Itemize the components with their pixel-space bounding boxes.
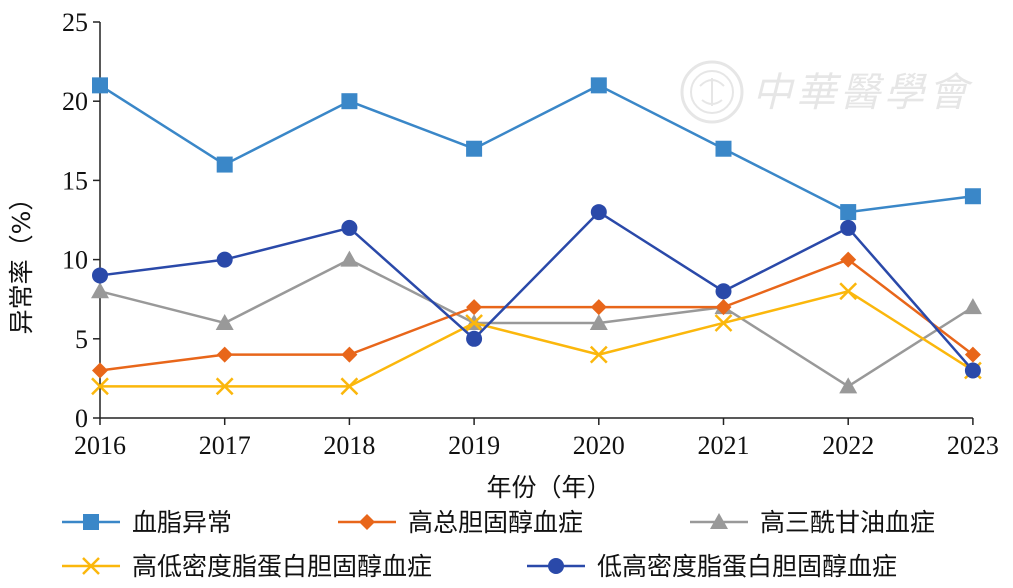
data-point — [840, 251, 857, 268]
y-tick-label: 15 — [62, 166, 88, 195]
data-point — [839, 377, 858, 394]
data-point — [341, 93, 358, 110]
series-3 — [91, 250, 982, 394]
data-point — [840, 204, 857, 221]
data-point — [714, 314, 733, 332]
series-line — [99, 258, 974, 372]
y-tick-label: 5 — [75, 325, 88, 354]
data-point — [216, 251, 233, 268]
legend-item: 高总胆固醇血症 — [338, 508, 583, 537]
x-marker-stroke — [91, 377, 109, 396]
legend-marker — [548, 558, 564, 574]
data-point — [964, 188, 981, 205]
x-tick-label: 2022 — [822, 431, 874, 460]
legend-item: 高三酰甘油血症 — [690, 508, 935, 537]
data-point — [91, 282, 109, 299]
data-point — [840, 219, 857, 236]
x-marker-stroke — [82, 557, 100, 575]
y-tick-label: 0 — [75, 404, 88, 433]
x-marker-stroke — [340, 377, 359, 396]
x-marker-stroke — [465, 314, 483, 332]
data-point — [964, 362, 981, 379]
data-point — [341, 346, 358, 363]
x-marker-stroke — [589, 345, 608, 364]
legend-marker — [710, 513, 728, 529]
x-tick-label: 2017 — [199, 431, 251, 460]
series-2 — [92, 251, 981, 379]
series-5 — [92, 204, 981, 379]
legend-label: 高三酰甘油血症 — [760, 508, 935, 537]
y-tick-label: 10 — [62, 246, 88, 275]
y-axis-title: 异常率（%） — [7, 186, 36, 335]
data-point — [92, 267, 108, 284]
x-tick-label: 2018 — [323, 431, 375, 460]
data-point — [590, 299, 607, 316]
legend-item: 高低密度脂蛋白胆固醇血症 — [62, 552, 432, 581]
legend-marker — [359, 514, 375, 530]
legend-label: 低高密度脂蛋白胆固醇血症 — [597, 552, 897, 581]
axes — [93, 21, 974, 425]
data-point — [839, 282, 858, 301]
data-point — [92, 77, 108, 94]
tick-labels: 0 5 10 15 20 25 2016 2017 2018 2019 2020 2021 2022 20… — [62, 8, 999, 460]
series-line — [99, 84, 974, 214]
x-tick-label: 2020 — [573, 431, 625, 460]
data-point — [589, 313, 608, 330]
data-point — [715, 299, 732, 316]
legend-label: 高低密度脂蛋白胆固醇血症 — [132, 552, 432, 581]
series-line — [99, 258, 974, 388]
data-point — [340, 250, 359, 267]
data-point — [590, 77, 607, 94]
y-tick-label: 20 — [62, 87, 88, 116]
data-point — [715, 140, 732, 157]
x-axis-title: 年份（年） — [486, 473, 611, 502]
x-marker-stroke — [839, 282, 858, 301]
series-1 — [92, 77, 981, 221]
data-point — [215, 377, 234, 396]
data-point — [590, 204, 607, 221]
x-tick-label: 2016 — [74, 431, 126, 460]
data-point — [963, 298, 982, 315]
data-point — [715, 283, 732, 300]
x-tick-label: 2023 — [947, 431, 999, 460]
data-point — [341, 219, 358, 236]
legend-item: 血脂异常 — [62, 508, 232, 537]
data-point — [589, 345, 608, 364]
legend-label: 高总胆固醇血症 — [408, 508, 583, 537]
x-tick-label: 2019 — [448, 431, 500, 460]
data-point — [466, 299, 483, 316]
data-point — [215, 313, 234, 330]
data-point — [466, 330, 483, 347]
series-layer — [91, 77, 982, 396]
y-tick-label: 25 — [62, 8, 88, 37]
x-marker-stroke — [714, 314, 733, 332]
watermark-text: 中華醫學會 — [752, 70, 973, 116]
legend-label: 血脂异常 — [132, 508, 232, 537]
data-point — [465, 314, 483, 332]
x-tick-label: 2021 — [698, 431, 750, 460]
data-point — [216, 346, 233, 363]
legend-marker — [83, 514, 99, 530]
legend-marker — [82, 557, 100, 575]
data-point — [91, 377, 109, 396]
data-point — [340, 377, 359, 396]
data-point — [216, 156, 233, 173]
data-point — [466, 140, 483, 157]
data-point — [964, 346, 981, 363]
series-4 — [91, 282, 982, 396]
data-point — [92, 362, 108, 379]
series-line — [99, 210, 974, 372]
x-marker-stroke — [215, 377, 234, 396]
watermark-seal-icon — [680, 60, 744, 124]
legend-item: 低高密度脂蛋白胆固醇血症 — [527, 552, 897, 581]
watermark: 中華醫學會 — [680, 60, 973, 124]
series-line — [100, 290, 974, 388]
